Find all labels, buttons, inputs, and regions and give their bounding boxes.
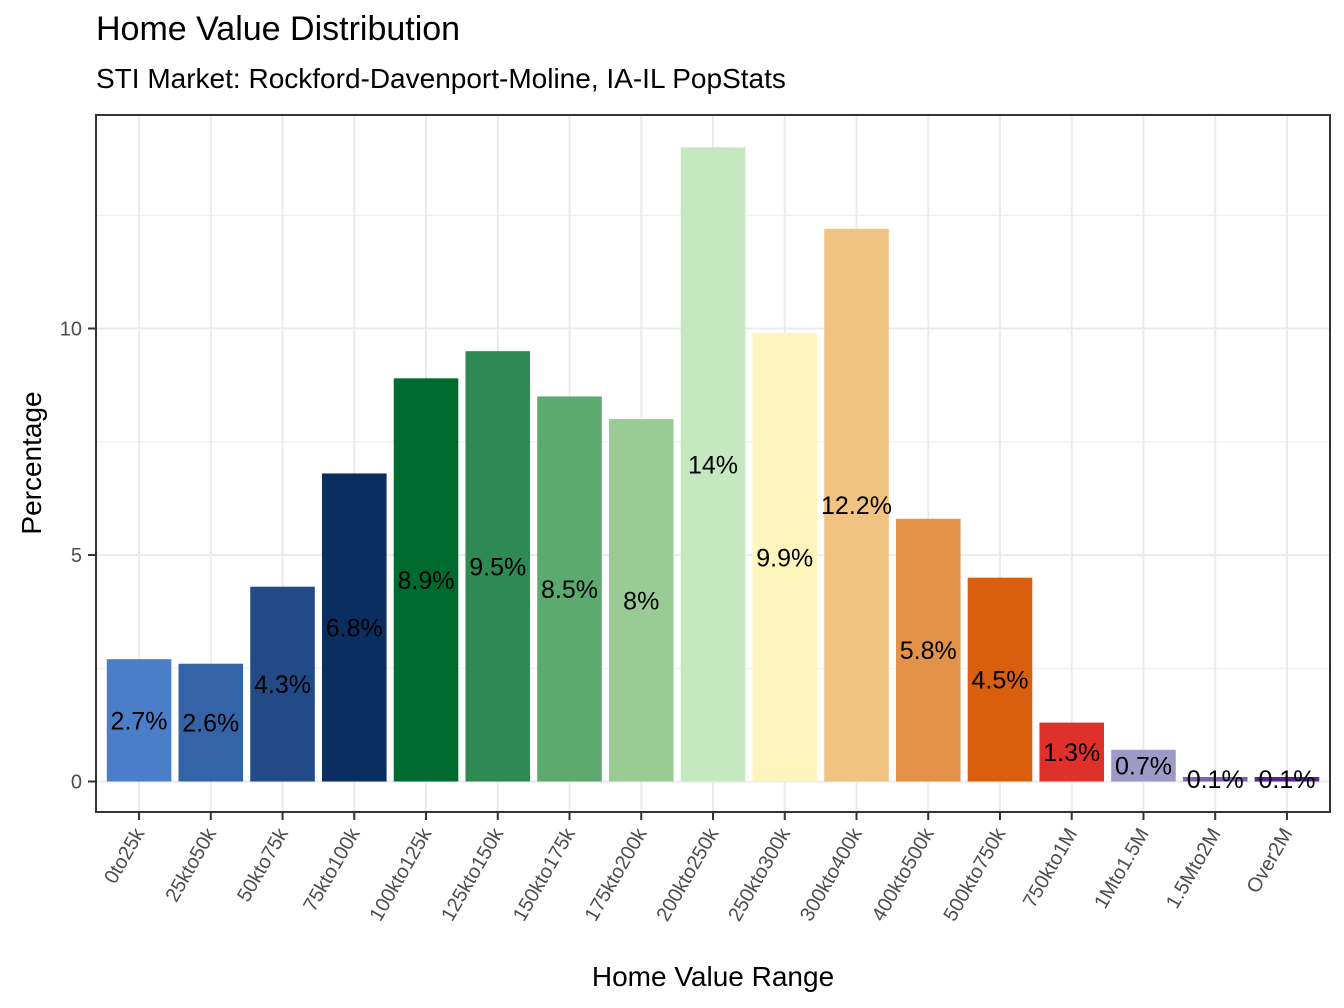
bar-1.5Mto2M	[1182, 776, 1248, 782]
bar-75kto100k	[321, 473, 387, 782]
bar-0to25k	[106, 659, 172, 782]
chart-title: Home Value Distribution	[96, 10, 461, 48]
data-label-0to25k: 2.7%	[111, 707, 168, 735]
x-tick-label-250kto300k: 250kto300k	[724, 824, 795, 925]
y-tick-label-10: 10	[60, 319, 82, 341]
x-tick-label-1.5Mto2M: 1.5Mto2M	[1162, 825, 1226, 913]
data-label-25kto50k: 2.6%	[182, 710, 239, 738]
bars-layer	[106, 147, 1320, 782]
x-tick-label-1Mto1.5M: 1Mto1.5M	[1090, 825, 1154, 913]
x-tick-label-100kto125k: 100kto125k	[366, 824, 437, 925]
data-label-200kto250k: 14%	[688, 451, 738, 479]
data-label-1Mto1.5M: 0.7%	[1115, 753, 1172, 781]
x-tick-label-125kto150k: 125kto150k	[437, 824, 508, 925]
x-tick-label-750kto1M: 750kto1M	[1019, 825, 1082, 912]
axis-layer: 0to25k 25kto50k 50kto75k 75kto100k 100kto125…	[60, 319, 1298, 926]
data-label-750kto1M: 1.3%	[1043, 739, 1100, 767]
data-label-75kto100k: 6.8%	[326, 614, 383, 642]
chart-subtitle: STI Market: Rockford-Davenport-Moline, I…	[96, 63, 786, 94]
data-label-125kto150k: 9.5%	[469, 553, 526, 581]
bar-1Mto1.5M	[1111, 749, 1176, 782]
x-axis-title: Home Value Range	[592, 961, 834, 992]
data-labels-layer: 2.7% 2.6% 4.3% 6.8% 8.9% 9.5% 8.5% 8% 14% 9.9% 12.…	[111, 451, 1316, 794]
x-tick-label-300kto400k: 300kto400k	[796, 824, 867, 925]
bar-25kto50k	[178, 663, 244, 782]
y-tick-label-0: 0	[71, 772, 82, 794]
data-label-300kto400k: 12.2%	[821, 492, 892, 520]
x-tick-label-50kto75k: 50kto75k	[233, 824, 293, 906]
bar-500kto750k	[967, 577, 1033, 782]
bar-50kto75k	[250, 586, 315, 782]
bar-100kto125k	[393, 378, 459, 782]
bar-250kto300k	[752, 333, 818, 782]
data-label-150kto175k: 8.5%	[541, 576, 598, 604]
data-label-50kto75k: 4.3%	[254, 671, 311, 699]
x-tick-label-500kto750k: 500kto750k	[940, 824, 1011, 925]
x-tick-label-200kto250k: 200kto250k	[653, 824, 724, 925]
bar-125kto150k	[465, 351, 531, 782]
bar-150kto175k	[537, 396, 602, 782]
x-tick-label-0to25k: 0to25k	[100, 824, 150, 888]
y-axis-title: Percentage	[16, 391, 47, 534]
bar-400kto500k	[895, 518, 961, 782]
x-tick-label-75kto100k: 75kto100k	[299, 824, 365, 916]
data-label-500kto750k: 4.5%	[971, 667, 1028, 695]
data-label-100kto125k: 8.9%	[398, 567, 455, 595]
bar-750kto1M	[1039, 722, 1105, 782]
x-tick-label-175kto200k: 175kto200k	[581, 824, 652, 925]
x-tick-label-400kto500k: 400kto500k	[868, 824, 939, 925]
data-label-400kto500k: 5.8%	[900, 637, 957, 665]
x-tick-label-25kto50k: 25kto50k	[161, 824, 221, 906]
data-label-1.5Mto2M: 0.1%	[1187, 766, 1244, 794]
x-tick-label-Over2M: Over2M	[1243, 825, 1298, 898]
x-tick-label-150kto175k: 150kto175k	[509, 824, 580, 925]
bar-Over2M	[1254, 776, 1320, 782]
bar-300kto400k	[824, 228, 889, 782]
bar-175kto200k	[608, 419, 674, 782]
data-label-175kto200k: 8%	[623, 587, 659, 615]
data-label-Over2M: 0.1%	[1258, 766, 1315, 794]
data-label-250kto300k: 9.9%	[756, 544, 813, 572]
y-tick-label-5: 5	[71, 545, 82, 567]
bar-200kto250k	[680, 147, 746, 782]
